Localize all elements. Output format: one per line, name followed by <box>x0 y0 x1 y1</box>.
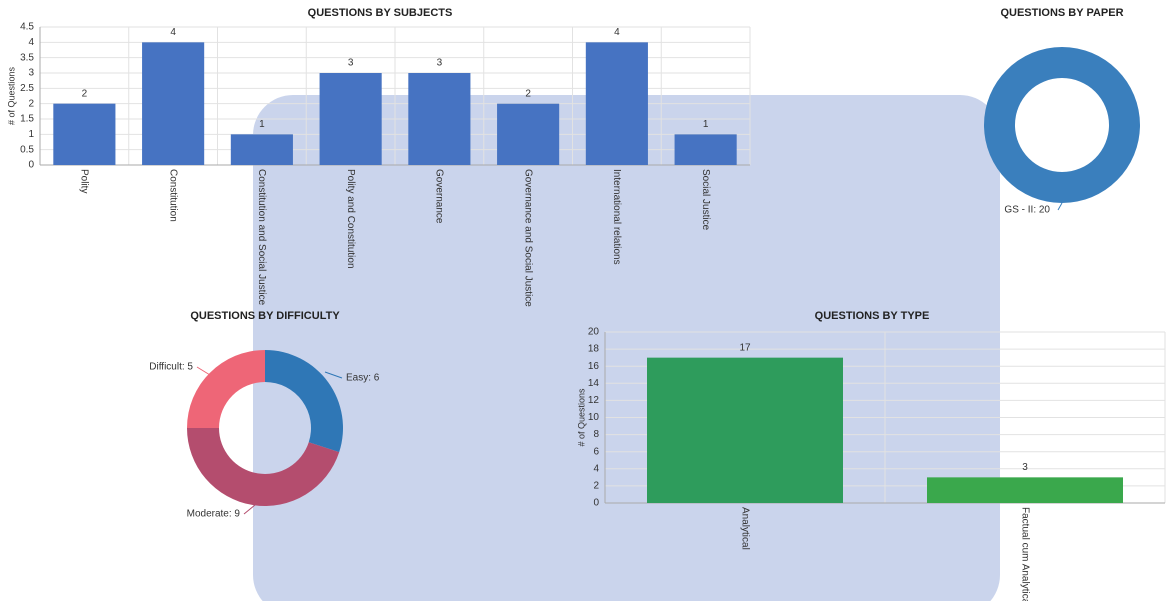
x-tick-label: Governance <box>434 169 445 224</box>
donut-slice <box>187 350 265 428</box>
leader-line <box>196 366 211 376</box>
y-tick-label: 4 <box>28 37 34 48</box>
charts: QUESTIONS BY SUBJECTS 0 0.5 1 1.5 2 2.5 3 3.5 4 4.… <box>6 7 1166 601</box>
y-tick-label: 2.5 <box>20 83 34 94</box>
slice-label: Moderate: 9 <box>187 509 241 520</box>
slice-label: Difficult: 5 <box>149 362 193 373</box>
data-label: 17 <box>739 342 751 353</box>
x-tick-label: International relations <box>611 169 622 265</box>
data-label: 4 <box>170 27 176 38</box>
y-tick-label: 6 <box>593 446 599 457</box>
leader-line <box>1057 202 1063 211</box>
y-tick-label: 0 <box>28 160 34 171</box>
slice-label: GS - II: 20 <box>1004 205 1050 216</box>
y-tick-label: 1 <box>28 129 34 140</box>
data-label: 2 <box>82 88 88 99</box>
donut-slice <box>265 350 343 453</box>
y-tick-label: 2 <box>593 481 599 492</box>
x-tick-label: Social Justice <box>700 169 711 231</box>
bar <box>585 42 648 166</box>
donut-slice <box>187 428 340 507</box>
y-tick-label: 3 <box>28 68 34 79</box>
y-tick-label: 2 <box>28 98 34 109</box>
y-tick-label: 4 <box>593 463 599 474</box>
y-tick-label: 4.5 <box>20 22 34 33</box>
bar <box>408 73 471 165</box>
y-axis-label: # of Questions <box>6 66 16 125</box>
donut-slice <box>984 47 1140 203</box>
leader-line <box>243 504 256 515</box>
chart-title: QUESTIONS BY TYPE <box>815 310 930 322</box>
y-tick-label: 18 <box>588 344 600 355</box>
y-tick-label: 20 <box>588 327 600 338</box>
y-tick-label: 12 <box>588 395 600 406</box>
data-label: 1 <box>259 119 265 130</box>
y-tick-label: 8 <box>593 429 599 440</box>
y-tick-label: 0.5 <box>20 144 34 155</box>
data-label: 2 <box>525 88 531 99</box>
bar <box>674 134 737 165</box>
x-tick-label: Polity and Constitution <box>345 169 356 269</box>
y-tick-label: 10 <box>588 412 600 423</box>
x-tick-label: Polity <box>79 169 90 193</box>
y-tick-label: 14 <box>588 378 600 389</box>
data-label: 3 <box>348 58 354 69</box>
bar <box>53 103 116 165</box>
data-label: 1 <box>703 119 709 130</box>
bar <box>927 477 1123 503</box>
bar <box>319 73 382 165</box>
x-tick-label: Constitution and Social Justice <box>256 169 267 306</box>
y-tick-label: 1.5 <box>20 114 34 125</box>
x-tick-label: Governance and Social Justice <box>522 169 533 307</box>
watermark <box>253 95 1000 601</box>
slice-label: Easy: 6 <box>346 373 380 384</box>
chart-title: QUESTIONS BY PAPER <box>1000 7 1123 19</box>
y-axis-label: # of Questions <box>576 388 586 447</box>
chart-title: QUESTIONS BY DIFFICULTY <box>190 310 340 322</box>
bar <box>647 357 843 503</box>
x-tick-label: Analytical <box>739 507 750 550</box>
chart-title: QUESTIONS BY SUBJECTS <box>308 7 453 19</box>
leader-line <box>324 371 343 379</box>
data-label: 3 <box>437 58 443 69</box>
x-tick-label: Constitution <box>167 169 178 222</box>
x-tick-label: Factual cum Analytical <box>1019 507 1030 601</box>
y-tick-label: 0 <box>593 498 599 509</box>
data-label: 3 <box>1022 462 1028 473</box>
data-label: 4 <box>614 27 620 38</box>
bar <box>230 134 293 165</box>
y-tick-label: 16 <box>588 361 600 372</box>
bar <box>142 42 205 166</box>
bar <box>497 103 560 165</box>
y-tick-label: 3.5 <box>20 52 34 63</box>
